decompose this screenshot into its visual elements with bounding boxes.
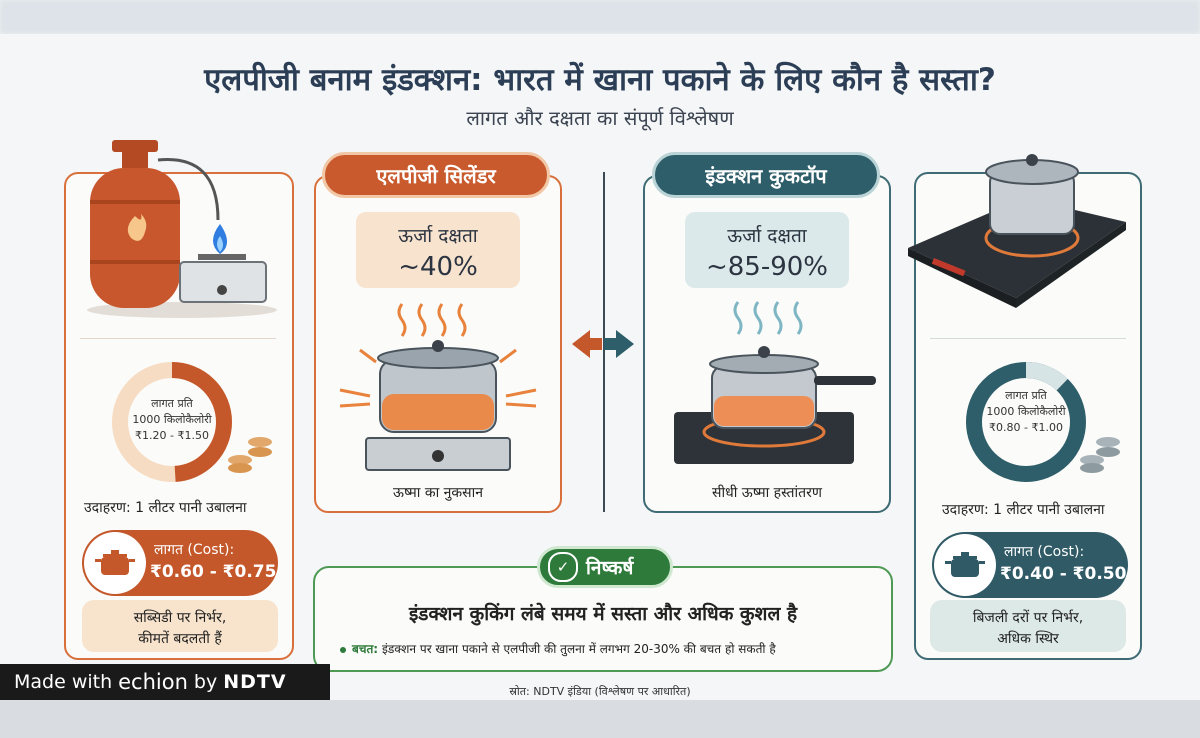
coins-icon [228,437,272,473]
induction-pan-icon [674,301,876,464]
lpg-header: एलपीजी सिलेंडर [322,152,550,198]
page-title: एलपीजी बनाम इंडक्शन: भारत में खाना पकाने… [204,62,996,98]
check-icon: ✓ [548,552,578,582]
induction-note: बिजली दरों पर निर्भर, अधिक स्थिर [930,600,1126,652]
induction-cooktop-icon [908,154,1126,308]
lpg-efficiency-box: ऊर्जा दक्षता ~40% [356,212,520,288]
cost-label: लागत (Cost): [154,542,235,558]
swap-arrows-icon [572,330,634,358]
lpg-note: सब्सिडी पर निर्भर, कीमतें बदलती हैं [82,600,278,652]
cost-label: लागत (Cost): [1004,544,1085,560]
conclusion-badge: ✓ निष्कर्ष [537,546,673,588]
lpg-caption: ऊष्मा का नुकसान [392,485,484,501]
induction-cost-pill: लागत (Cost): ₹0.40 - ₹0.50 [932,532,1128,598]
induction-efficiency-box: ऊर्जा दक्षता ~85-90% [685,212,849,288]
coins-icon [1080,437,1120,473]
conclusion-main: इंडक्शन कुकिंग लंबे समय में सस्ता और अधि… [408,603,798,625]
divider [930,338,1126,339]
lpg-example: उदाहरण: 1 लीटर पानी उबालना [84,500,247,516]
blurred-footer-strip [0,700,1200,738]
gas-stove-icon [179,224,267,303]
conclusion-bullet: बचत: इंडक्शन पर खाना पकाने से एलपीजी की … [340,640,776,657]
induction-cost-ring [966,362,1120,482]
blurred-header-strip [0,0,1200,34]
induction-caption: सीधी ऊष्मा हस्तांतरण [712,485,822,501]
pot-icon [934,534,996,596]
induction-cost-ring-text: लागत प्रति 1000 किलोकैलोरी ₹0.80 - ₹1.00 [986,389,1066,434]
gas-cylinder-icon [87,140,277,318]
induction-example: उदाहरण: 1 लीटर पानी उबालना [942,502,1105,518]
induction-header: इंडक्शन कुकटॉप [652,152,880,198]
lpg-cost-pill: लागत (Cost): ₹0.60 - ₹0.75 [82,530,278,596]
divider [80,338,276,339]
lpg-cost-ring-text: लागत प्रति 1000 किलोकैलोरी ₹1.20 - ₹1.50 [132,397,212,442]
cost-value: ₹0.60 - ₹0.75 [150,562,277,582]
pot-icon [84,532,146,594]
echion-watermark: Made with echion by NDTV [0,664,330,700]
lpg-cost-ring [112,362,272,482]
cost-value: ₹0.40 - ₹0.50 [1000,564,1127,584]
gas-stove-pot-icon [339,303,537,471]
source-note: स्रोत: NDTV इंडिया (विश्लेषण पर आधारित) [509,685,691,698]
page-subtitle: लागत और दक्षता का संपूर्ण विश्लेषण [466,106,734,130]
